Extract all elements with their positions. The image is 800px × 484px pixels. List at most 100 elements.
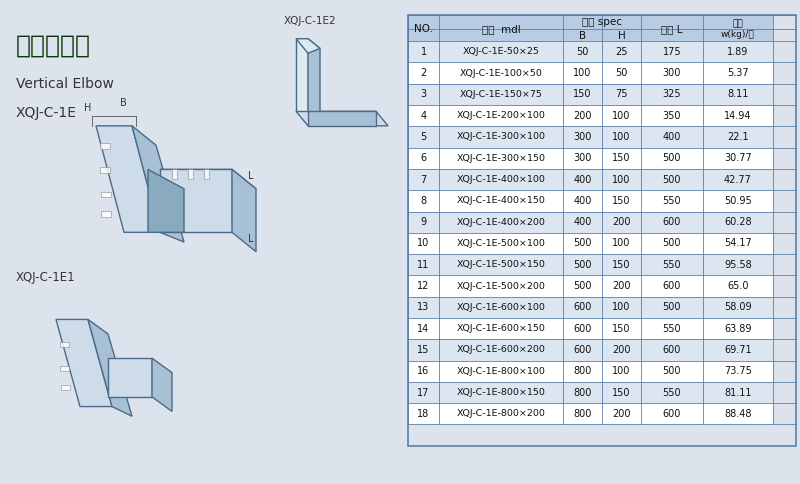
Bar bbox=[563, 169, 602, 190]
Text: XQJ-C-1E-100×50: XQJ-C-1E-100×50 bbox=[460, 69, 542, 77]
Text: 13: 13 bbox=[418, 302, 430, 312]
Bar bbox=[61, 366, 69, 371]
Text: 200: 200 bbox=[574, 111, 592, 121]
Text: XQJ-C-1E-600×150: XQJ-C-1E-600×150 bbox=[457, 324, 546, 333]
Text: 500: 500 bbox=[662, 175, 681, 184]
Text: 100: 100 bbox=[612, 302, 630, 312]
Bar bbox=[602, 254, 641, 275]
Text: XQJ-C-1E-500×200: XQJ-C-1E-500×200 bbox=[457, 282, 546, 290]
Text: L: L bbox=[248, 234, 254, 244]
Bar bbox=[703, 403, 773, 424]
Bar bbox=[563, 190, 602, 212]
Polygon shape bbox=[96, 126, 160, 232]
Text: 550: 550 bbox=[662, 388, 681, 397]
Bar bbox=[641, 105, 703, 126]
Text: 73.75: 73.75 bbox=[724, 366, 752, 376]
Bar bbox=[408, 84, 439, 105]
Bar bbox=[602, 62, 641, 84]
Bar bbox=[408, 15, 796, 446]
Bar bbox=[439, 41, 563, 62]
Text: 垂直上弯通: 垂直上弯通 bbox=[16, 34, 91, 58]
Bar bbox=[563, 382, 602, 403]
Text: 150: 150 bbox=[612, 388, 630, 397]
Bar bbox=[602, 361, 641, 382]
Bar bbox=[563, 105, 602, 126]
Bar bbox=[641, 403, 703, 424]
Text: XQJ-C-1E-800×200: XQJ-C-1E-800×200 bbox=[457, 409, 546, 418]
Bar bbox=[408, 62, 439, 84]
Polygon shape bbox=[296, 39, 308, 111]
Text: 100: 100 bbox=[612, 132, 630, 142]
Bar bbox=[563, 403, 602, 424]
Text: XQJ-C-1E-400×200: XQJ-C-1E-400×200 bbox=[457, 218, 546, 227]
Bar bbox=[703, 148, 773, 169]
Bar bbox=[563, 361, 602, 382]
Bar bbox=[439, 169, 563, 190]
Text: 350: 350 bbox=[662, 111, 681, 121]
Bar bbox=[439, 275, 563, 297]
Bar bbox=[408, 318, 439, 339]
Text: 18: 18 bbox=[418, 409, 430, 419]
Text: 81.11: 81.11 bbox=[724, 388, 751, 397]
Bar bbox=[439, 105, 563, 126]
Bar bbox=[641, 339, 703, 361]
Text: 600: 600 bbox=[662, 281, 681, 291]
Text: 550: 550 bbox=[662, 196, 681, 206]
Text: 200: 200 bbox=[612, 217, 630, 227]
Bar bbox=[563, 318, 602, 339]
Bar bbox=[641, 126, 703, 148]
Text: 100: 100 bbox=[612, 175, 630, 184]
Bar bbox=[408, 126, 439, 148]
Text: XQJ-C-1E-800×100: XQJ-C-1E-800×100 bbox=[457, 367, 546, 376]
Bar bbox=[602, 29, 641, 44]
Text: 8.11: 8.11 bbox=[727, 90, 749, 99]
Text: 14.94: 14.94 bbox=[724, 111, 751, 121]
Text: 规格 spec: 规格 spec bbox=[582, 17, 622, 27]
Bar bbox=[563, 62, 602, 84]
Bar bbox=[703, 15, 773, 29]
Bar bbox=[703, 297, 773, 318]
Text: 500: 500 bbox=[574, 239, 592, 248]
Bar bbox=[439, 62, 563, 84]
Bar bbox=[602, 41, 641, 62]
Text: 69.71: 69.71 bbox=[724, 345, 752, 355]
Text: H: H bbox=[618, 31, 626, 42]
Bar bbox=[703, 41, 773, 62]
Bar bbox=[602, 297, 641, 318]
Text: XQJ-C-1E-200×100: XQJ-C-1E-200×100 bbox=[457, 111, 546, 120]
Bar bbox=[408, 361, 439, 382]
Text: XQJ-C-1E-50×25: XQJ-C-1E-50×25 bbox=[462, 47, 539, 56]
Text: H: H bbox=[84, 103, 91, 113]
Text: XQJ-C-1E-600×200: XQJ-C-1E-600×200 bbox=[457, 346, 546, 354]
Text: 2: 2 bbox=[420, 68, 426, 78]
Text: 800: 800 bbox=[574, 366, 592, 376]
Text: 150: 150 bbox=[612, 260, 630, 270]
Text: 5: 5 bbox=[420, 132, 426, 142]
Bar bbox=[703, 84, 773, 105]
Bar bbox=[641, 275, 703, 297]
Bar bbox=[439, 126, 563, 148]
Text: NO.: NO. bbox=[414, 24, 433, 34]
Text: B: B bbox=[120, 98, 126, 108]
Text: XQJ-C-1E: XQJ-C-1E bbox=[16, 106, 77, 121]
Bar bbox=[408, 403, 439, 424]
Bar bbox=[703, 126, 773, 148]
Bar bbox=[641, 297, 703, 318]
Bar bbox=[408, 339, 439, 361]
Text: 600: 600 bbox=[574, 302, 592, 312]
Bar bbox=[703, 254, 773, 275]
Text: XQJ-C-1E-500×150: XQJ-C-1E-500×150 bbox=[457, 260, 546, 269]
Bar bbox=[641, 318, 703, 339]
Text: Vertical Elbow: Vertical Elbow bbox=[16, 77, 114, 91]
Bar bbox=[641, 361, 703, 382]
Polygon shape bbox=[308, 39, 320, 121]
Text: 16: 16 bbox=[418, 366, 430, 376]
Text: 150: 150 bbox=[574, 90, 592, 99]
Bar bbox=[703, 15, 773, 44]
Bar bbox=[101, 192, 110, 197]
Text: 500: 500 bbox=[662, 239, 681, 248]
Text: 25: 25 bbox=[615, 47, 628, 57]
Text: 50: 50 bbox=[615, 68, 627, 78]
Bar bbox=[101, 167, 110, 173]
Bar bbox=[439, 148, 563, 169]
